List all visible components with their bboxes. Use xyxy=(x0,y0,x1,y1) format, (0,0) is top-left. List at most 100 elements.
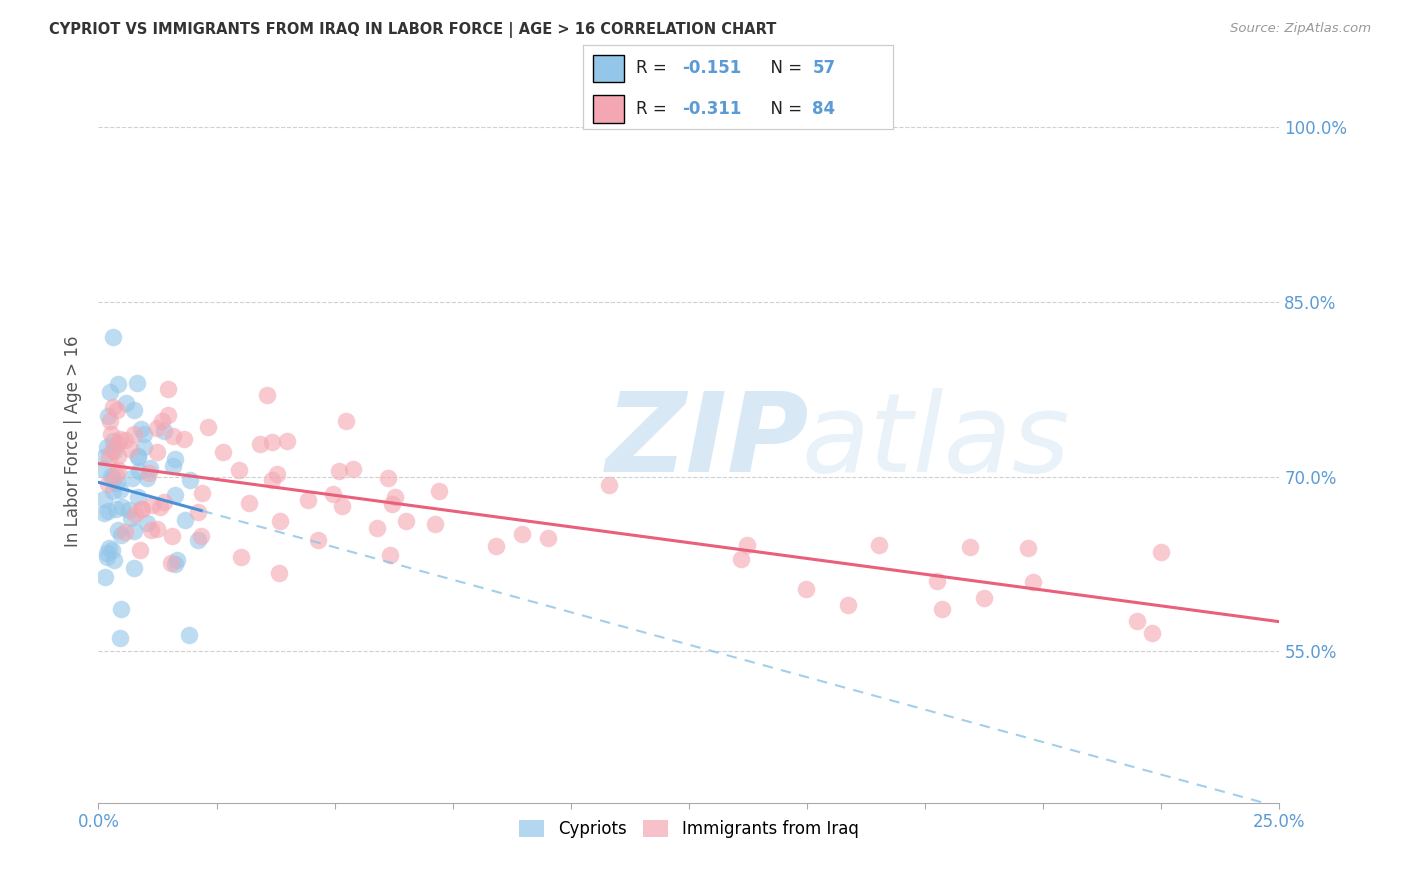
Point xyxy=(131,502,153,516)
Point xyxy=(91,461,114,475)
Point xyxy=(322,487,344,501)
Point xyxy=(93,491,115,506)
Point xyxy=(156,382,179,396)
Point xyxy=(307,533,329,547)
Point xyxy=(191,485,214,500)
Point xyxy=(93,506,115,520)
Point xyxy=(159,556,181,570)
Point xyxy=(122,560,145,574)
Point xyxy=(328,464,350,478)
FancyBboxPatch shape xyxy=(593,95,624,122)
Point xyxy=(249,436,271,450)
Point xyxy=(100,426,122,441)
Text: atlas: atlas xyxy=(801,388,1070,495)
Point xyxy=(129,422,152,436)
Point xyxy=(266,467,288,482)
Point xyxy=(108,432,131,446)
Point xyxy=(384,491,406,505)
Point xyxy=(166,553,188,567)
Point xyxy=(162,458,184,473)
Point xyxy=(330,499,353,513)
Point xyxy=(122,524,145,539)
Point xyxy=(120,511,142,525)
Text: 57: 57 xyxy=(813,60,835,78)
Point xyxy=(260,474,283,488)
Point xyxy=(262,435,284,450)
Point xyxy=(427,483,450,498)
Point xyxy=(96,546,118,560)
Point xyxy=(107,463,129,477)
Point xyxy=(276,434,298,449)
Point xyxy=(187,533,209,548)
Point xyxy=(1140,625,1163,640)
Point xyxy=(136,516,159,531)
Point xyxy=(97,477,120,491)
Point xyxy=(267,566,290,580)
FancyBboxPatch shape xyxy=(593,54,624,82)
Point xyxy=(138,466,160,480)
Point xyxy=(197,420,219,434)
Point xyxy=(238,496,260,510)
Point xyxy=(165,557,187,571)
Point xyxy=(152,425,174,439)
Point xyxy=(124,507,146,521)
Point xyxy=(212,444,235,458)
Point xyxy=(146,421,169,435)
Point xyxy=(96,440,118,454)
Legend: Cypriots, Immigrants from Iraq: Cypriots, Immigrants from Iraq xyxy=(513,814,865,845)
Point xyxy=(98,450,121,465)
Point xyxy=(121,471,143,485)
Point xyxy=(120,442,142,456)
Point xyxy=(598,478,620,492)
Point xyxy=(114,524,136,539)
Point xyxy=(1017,541,1039,556)
Point xyxy=(127,491,149,505)
Point xyxy=(139,460,162,475)
Point xyxy=(104,501,127,516)
Point xyxy=(128,464,150,478)
Point xyxy=(97,541,120,556)
Point xyxy=(97,504,120,518)
Point xyxy=(868,538,890,552)
Point xyxy=(837,598,859,612)
Point xyxy=(101,400,124,414)
Point xyxy=(174,513,197,527)
Point xyxy=(1150,545,1173,559)
Point xyxy=(162,429,184,443)
Point xyxy=(101,434,124,448)
Point xyxy=(100,442,122,457)
Point xyxy=(231,549,253,564)
Point xyxy=(105,468,128,483)
Point xyxy=(122,427,145,442)
Point xyxy=(98,384,121,399)
Point xyxy=(149,500,172,514)
Text: R =: R = xyxy=(636,100,672,118)
Point xyxy=(163,487,186,501)
Point xyxy=(127,449,149,463)
Point xyxy=(127,450,149,464)
Point xyxy=(737,538,759,552)
Point xyxy=(132,441,155,455)
Point xyxy=(165,452,187,467)
Point xyxy=(110,631,132,645)
Point xyxy=(134,426,156,441)
Point xyxy=(107,523,129,537)
Text: 84: 84 xyxy=(813,100,835,118)
Point xyxy=(269,515,291,529)
Point xyxy=(139,523,162,537)
Point xyxy=(135,471,157,485)
Point xyxy=(101,484,124,499)
Point xyxy=(129,542,152,557)
Point xyxy=(510,527,533,541)
Text: R =: R = xyxy=(636,60,672,78)
Point xyxy=(93,450,115,465)
Point xyxy=(124,402,146,417)
Point xyxy=(100,543,122,558)
Point xyxy=(129,501,152,516)
Point xyxy=(423,517,446,532)
Point xyxy=(115,396,138,410)
Point xyxy=(103,444,125,458)
Point xyxy=(105,475,128,490)
Point xyxy=(177,628,200,642)
Point xyxy=(730,551,752,566)
